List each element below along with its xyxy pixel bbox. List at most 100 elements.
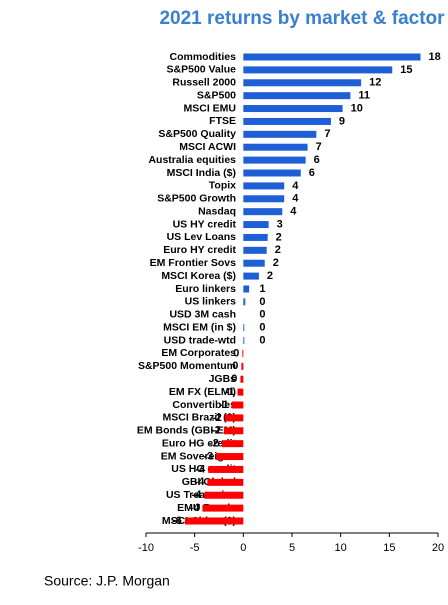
bar: [241, 362, 244, 370]
bar: [243, 259, 265, 267]
category-label: US Lev Loans: [167, 231, 237, 243]
bar: [221, 440, 244, 448]
category-label: MSCI India ($): [167, 167, 236, 179]
category-label: EM Bonds (GBI-EM): [137, 425, 236, 437]
x-tick-label: 0: [240, 542, 246, 554]
bar: [204, 491, 244, 499]
category-label: US HY credit: [173, 218, 237, 230]
value-label: -4: [192, 489, 203, 501]
bar: [240, 375, 244, 383]
bar: [243, 156, 306, 164]
bar: [243, 208, 283, 216]
bar: [243, 182, 285, 190]
chart-title: 2021 returns by market & factor: [159, 8, 445, 29]
value-label: 12: [369, 77, 381, 89]
category-label: FTSE: [209, 115, 236, 127]
bar: [237, 388, 244, 396]
category-label: S&P500 Growth: [157, 193, 236, 205]
value-label: 4: [292, 180, 299, 192]
value-label: 11: [358, 90, 370, 102]
bar: [184, 517, 244, 525]
bar: [243, 337, 245, 345]
value-label: 7: [316, 141, 322, 153]
value-label: -6: [172, 515, 182, 527]
bar: [242, 349, 244, 357]
bar: [243, 233, 268, 241]
bar: [223, 427, 244, 435]
category-label: Topix: [209, 180, 236, 192]
bar: [243, 221, 269, 229]
bar: [243, 130, 317, 138]
bar: [243, 246, 267, 254]
category-label: Euro linkers: [175, 283, 236, 295]
bar: [243, 272, 259, 280]
bar: [216, 453, 244, 461]
bar: [207, 478, 244, 486]
value-label: 6: [314, 154, 320, 166]
category-label: S&P500 Momentum: [138, 360, 236, 372]
value-label: -1: [219, 399, 229, 411]
value-label: -2: [211, 425, 221, 437]
bar: [243, 53, 421, 61]
value-label: 1: [259, 283, 265, 295]
category-label: EM FX (ELMI): [169, 386, 236, 398]
value-label: 0: [259, 334, 265, 346]
bar: [243, 324, 245, 332]
category-label: US linkers: [185, 296, 237, 308]
value-label: 15: [400, 64, 412, 76]
category-label: MSCI EMU: [184, 102, 237, 114]
category-label: Euro HG credit: [162, 437, 237, 449]
bar: [224, 414, 244, 422]
bar: [243, 298, 246, 306]
category-label: USD 3M cash: [169, 309, 236, 321]
category-label: Commodities: [169, 51, 236, 63]
bar: [208, 465, 244, 473]
category-label: EM Corporates: [161, 347, 236, 359]
value-label: -1: [225, 386, 235, 398]
bar: [243, 92, 351, 100]
bar: [231, 401, 244, 409]
value-label: -2: [209, 438, 219, 450]
category-label: Convertibles: [172, 399, 236, 411]
bar: [243, 105, 343, 113]
category-label: S&P500: [197, 89, 236, 101]
value-label: 0: [232, 360, 238, 372]
value-label: -2: [212, 412, 222, 424]
value-label: 2: [275, 244, 281, 256]
value-label: -4: [190, 502, 201, 514]
value-label: 3: [277, 218, 283, 230]
category-label: MSCI EM (in $): [163, 321, 236, 333]
value-label: -4: [196, 463, 207, 475]
category-label: MSCI ACWI: [179, 141, 236, 153]
category-label: Russell 2000: [172, 77, 236, 89]
value-label: 10: [351, 102, 363, 114]
category-label: MSCI Korea ($): [161, 270, 236, 282]
x-tick-label: 10: [335, 542, 347, 554]
value-label: -3: [203, 450, 213, 462]
bar: [243, 195, 285, 203]
value-label: 2: [276, 231, 282, 243]
value-label: 2: [267, 270, 273, 282]
category-label: EM Frontier Sovs: [150, 257, 237, 269]
bar: [243, 285, 250, 293]
category-label: USD trade-wtd: [164, 334, 236, 346]
bar: [243, 79, 362, 87]
category-label: S&P500 Quality: [158, 128, 236, 140]
bar: [243, 66, 393, 74]
category-label: Australia equities: [148, 154, 236, 166]
x-tick-label: 20: [432, 542, 444, 554]
bar: [243, 143, 308, 151]
x-tick-label: -10: [138, 542, 154, 554]
x-tick-label: 5: [289, 542, 295, 554]
value-label: 7: [324, 128, 330, 140]
category-label: Euro HY credit: [163, 244, 236, 256]
bar: [202, 504, 244, 512]
value-label: 2: [273, 257, 279, 269]
category-label: JGBs: [209, 373, 237, 385]
value-label: 9: [339, 115, 345, 127]
value-label: 0: [259, 296, 265, 308]
bar: [243, 169, 301, 177]
value-label: -4: [195, 476, 206, 488]
x-tick-label: -5: [190, 542, 200, 554]
